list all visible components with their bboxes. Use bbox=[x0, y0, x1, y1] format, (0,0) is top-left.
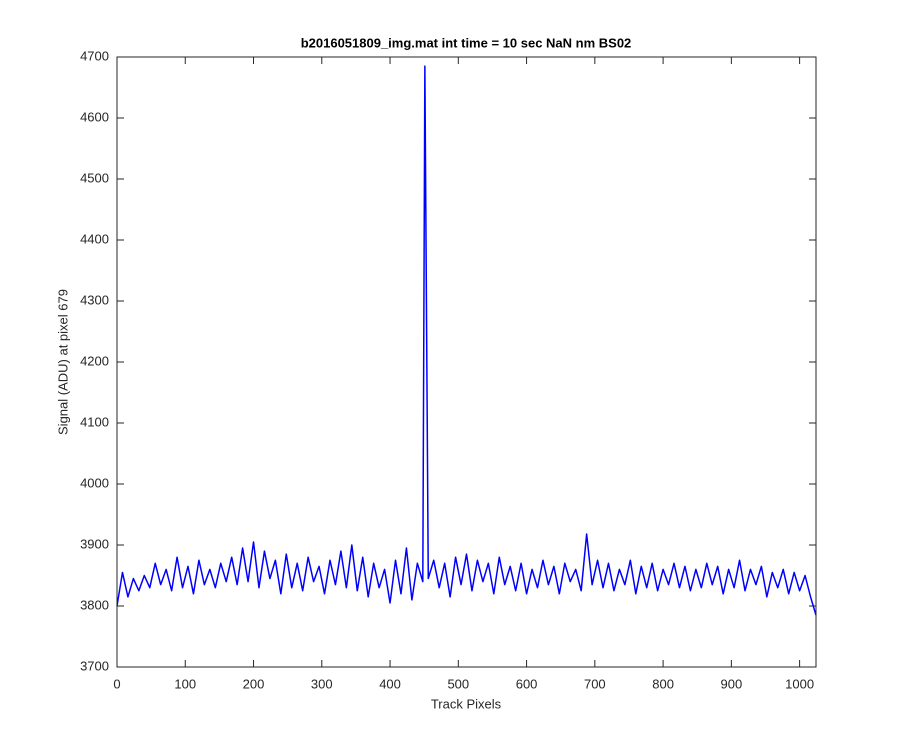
y-tick-label: 3800 bbox=[80, 597, 109, 612]
y-tick-label: 3700 bbox=[80, 658, 109, 673]
x-tick-label: 300 bbox=[311, 676, 333, 691]
y-tick-label: 4000 bbox=[80, 475, 109, 490]
x-tick-label: 400 bbox=[379, 676, 401, 691]
x-tick-label: 100 bbox=[174, 676, 196, 691]
chart-title: b2016051809_img.mat int time = 10 sec Na… bbox=[301, 35, 632, 50]
y-tick-label: 4200 bbox=[80, 353, 109, 368]
y-tick-label: 4500 bbox=[80, 170, 109, 185]
y-tick-label: 4700 bbox=[80, 48, 109, 63]
y-tick-label: 4300 bbox=[80, 292, 109, 307]
x-tick-label: 1000 bbox=[785, 676, 814, 691]
x-tick-label: 600 bbox=[516, 676, 538, 691]
y-tick-label: 4600 bbox=[80, 109, 109, 124]
data-line bbox=[116, 65, 817, 616]
x-axis-label: Track Pixels bbox=[431, 696, 502, 711]
y-tick-label: 3900 bbox=[80, 536, 109, 551]
x-tick-label: 200 bbox=[243, 676, 265, 691]
x-tick-label: 700 bbox=[584, 676, 606, 691]
y-tick-label: 4400 bbox=[80, 231, 109, 246]
x-tick-label: 0 bbox=[113, 676, 120, 691]
axes-box bbox=[116, 56, 817, 668]
x-tick-label: 900 bbox=[721, 676, 743, 691]
x-tick-label: 800 bbox=[652, 676, 674, 691]
y-tick-label: 4100 bbox=[80, 414, 109, 429]
x-tick-label: 500 bbox=[447, 676, 469, 691]
y-axis-label: Signal (ADU) at pixel 679 bbox=[55, 289, 70, 435]
